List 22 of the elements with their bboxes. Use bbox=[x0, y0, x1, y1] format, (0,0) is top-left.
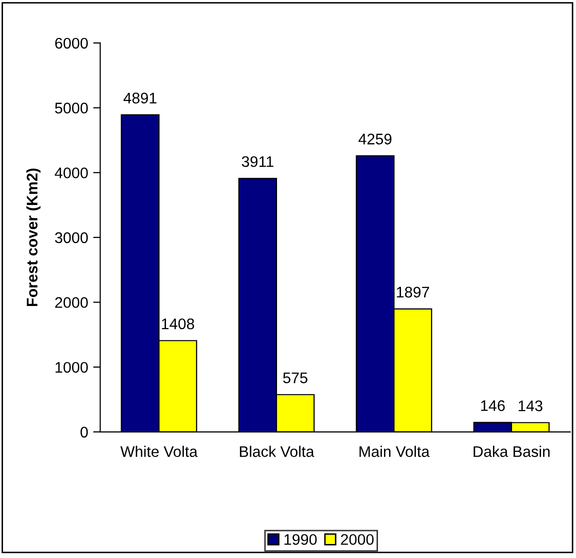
legend-label: 1990 bbox=[284, 534, 317, 545]
y-tick-label: 4000 bbox=[54, 167, 88, 178]
data-label: 1897 bbox=[396, 286, 430, 298]
y-tick-label: 3000 bbox=[55, 232, 88, 244]
data-label: 1408 bbox=[162, 318, 194, 330]
y-tick-label: 2000 bbox=[55, 297, 88, 308]
data-label: 575 bbox=[283, 372, 308, 384]
data-label: 4891 bbox=[124, 92, 156, 104]
data-label: 146 bbox=[481, 400, 505, 412]
data-label: 4259 bbox=[358, 134, 392, 144]
x-tick-label: Daka Basin bbox=[474, 446, 550, 458]
legend-label: 2000 bbox=[340, 534, 374, 545]
y-tick-label: 1000 bbox=[56, 362, 88, 373]
x-tick-label: White Volta bbox=[120, 446, 198, 458]
y-tick-label: 6000 bbox=[55, 38, 88, 49]
data-label: 143 bbox=[518, 400, 542, 412]
data-label: 3911 bbox=[242, 156, 274, 168]
y-tick-label: 5000 bbox=[55, 102, 88, 114]
x-tick-label: Main Volta bbox=[360, 446, 430, 458]
y-axis-title: Forest cover (Km2) bbox=[26, 168, 41, 306]
y-tick-label: 0 bbox=[80, 426, 88, 438]
x-tick-label: Black Volta bbox=[240, 446, 314, 458]
